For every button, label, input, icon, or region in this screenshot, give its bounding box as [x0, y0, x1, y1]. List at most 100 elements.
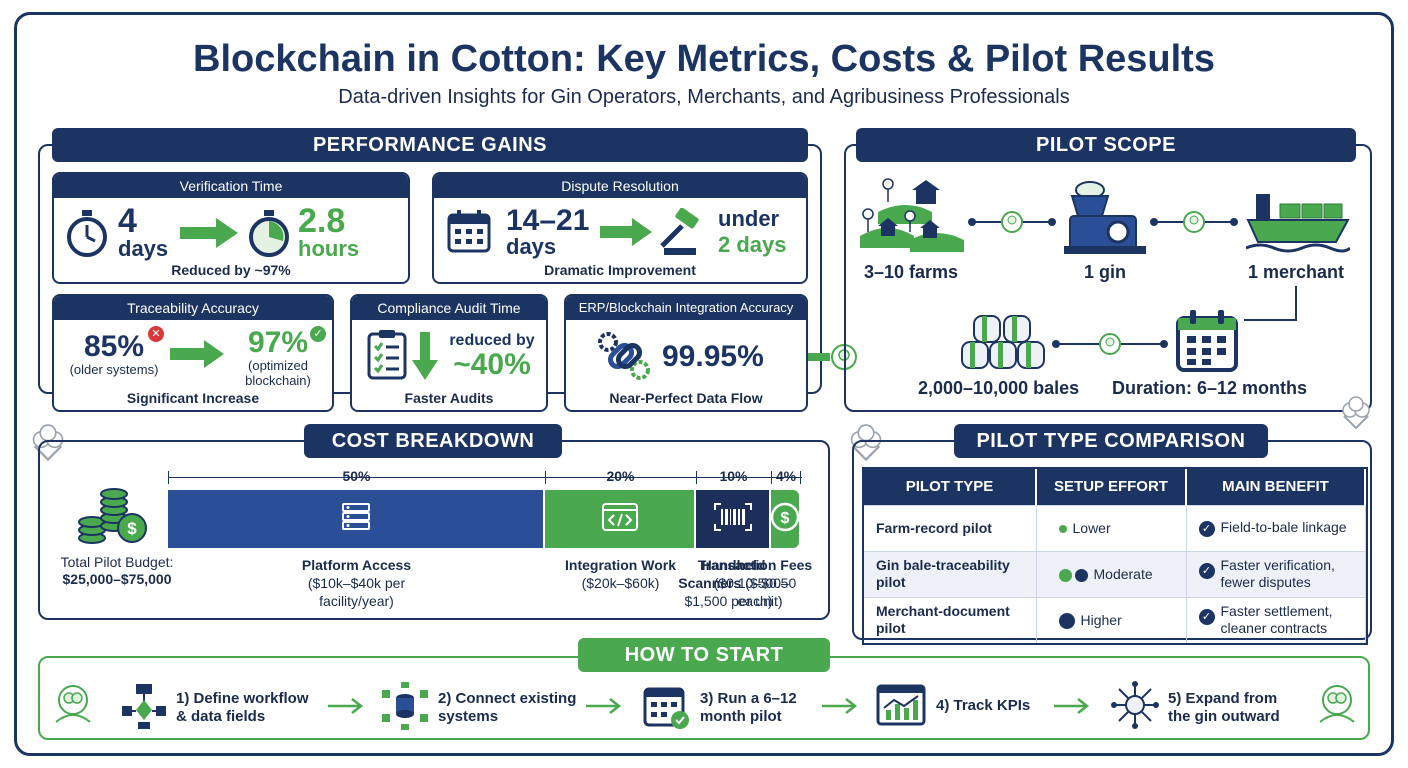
effort-label: Moderate [1093, 566, 1153, 582]
chart-icon [876, 684, 926, 726]
svg-text:$: $ [127, 519, 137, 538]
verification-after-value: 2.8 [298, 202, 346, 240]
cotton-bales-icon [961, 315, 1045, 369]
step-3: 3) Run a 6–12 month pilot [700, 690, 797, 725]
traceability-title: Traceability Accuracy [54, 296, 332, 320]
erp-caption: Near-Perfect Data Flow [609, 390, 763, 406]
col-header-setup-effort: SETUP EFFORT [1036, 469, 1187, 505]
cost-segment: $ [769, 490, 801, 548]
cost-segment-detail: ($10k–$40k per facility/year) [307, 575, 406, 609]
compliance-title: Compliance Audit Time [352, 296, 546, 320]
pilot-type-cell: Farm-record pilot [864, 504, 1037, 551]
dollar-coin-icon: $ [769, 501, 801, 538]
arrow-right-icon [170, 340, 224, 368]
stopwatch-icon [249, 210, 289, 257]
setup-effort-cell: Higher [1036, 596, 1187, 643]
arrow-right-icon [600, 218, 652, 246]
compliance-line1: reduced by [449, 332, 535, 349]
cost-segment-label: Platform Access ($10k–$40k per facility/y… [168, 556, 545, 610]
arrow-right-icon [180, 218, 238, 248]
server-icon [339, 502, 373, 537]
farms-icon [860, 178, 964, 252]
check-mark-icon: ✓ [1198, 609, 1215, 626]
infographic-frame [14, 12, 1394, 756]
effort-dot [1074, 568, 1088, 582]
traceability-after-value: 97% [247, 326, 309, 359]
cost-segment-name: Handheld Scanners ($500–$1,500 per unit) [678, 557, 789, 609]
cost-segment [168, 490, 543, 548]
verification-before-unit: days [118, 236, 169, 261]
scope-merchant: 1 merchant [1248, 262, 1345, 282]
scope-connector-merchant-duration [1244, 286, 1297, 321]
barcode-icon [713, 502, 753, 537]
performance-heading: PERFORMANCE GAINS [52, 128, 808, 162]
cotton-boll-icon [1342, 396, 1370, 430]
cost-segment-label: Transaction Fees ($0.10–$0.50 each) [695, 556, 815, 610]
cost-segment [696, 490, 769, 548]
verification-before-value: 4 [118, 202, 137, 240]
verification-caption: Reduced by ~97% [171, 262, 291, 278]
cost-segment-detail: ($20k–$60k) [581, 575, 660, 591]
col-header-main-benefit: MAIN BENEFIT [1186, 469, 1366, 505]
benefit-label: Faster settlement, cleaner contracts [1220, 603, 1333, 637]
dispute-after-line1: under [718, 206, 780, 231]
effort-label: Lower [1072, 520, 1111, 536]
table-row: Merchant-document pilot Higher ✓ Faster s… [864, 596, 1366, 643]
effort-dot [1058, 612, 1075, 629]
table-row: Gin bale-traceability pilot Moderate ✓ Fa… [864, 550, 1366, 597]
dispute-before-unit: days [506, 234, 557, 259]
dispute-caption: Dramatic Improvement [544, 262, 696, 278]
pilot-type-cell: Merchant-document pilot [864, 596, 1037, 643]
erp-card: ERP/Blockchain Integration Accuracy 99.9… [564, 294, 808, 412]
cost-scale-line [168, 477, 802, 478]
effort-label: Higher [1080, 611, 1122, 628]
traceability-before-note: (older systems) [69, 362, 159, 377]
scope-gin: 1 gin [1084, 262, 1127, 282]
arrow-right-icon [822, 698, 858, 714]
scope-connector-gin-merchant [1150, 211, 1238, 233]
comparison-table: PILOT TYPE SETUP EFFORT MAIN BENEFIT Far… [864, 469, 1366, 643]
gear-link-icon [598, 332, 650, 380]
cost-scale-tick [545, 471, 546, 484]
cost-scale-tick [800, 471, 801, 484]
gavel-icon [660, 208, 699, 255]
calendar-run-icon [643, 687, 689, 729]
cost-segment [545, 490, 694, 548]
arrow-right-icon [586, 698, 622, 714]
cost-heading: COST BREAKDOWN [304, 424, 562, 458]
coin-stack-icon: $ [78, 488, 147, 544]
setup-effort-cell: Lower [1036, 504, 1187, 551]
effort-dot [1058, 568, 1072, 582]
network-expand-icon [1111, 681, 1159, 729]
cotton-plant-icon [1319, 685, 1355, 723]
cost-scale-tick [696, 471, 697, 484]
cost-scale-tick [771, 471, 772, 484]
calendar-icon [1176, 310, 1238, 372]
traceability-caption: Significant Increase [126, 390, 260, 406]
arrow-down-icon [412, 332, 438, 380]
cost-percent-label: 20% [606, 468, 635, 484]
compliance-caption: Faster Audits [404, 390, 494, 406]
cost-percent-label: 50% [342, 468, 371, 484]
svg-text:$: $ [781, 510, 790, 527]
table-row: Farm-record pilot Lower ✓ Field-to-bale l… [864, 504, 1366, 551]
budget-value: $25,000–$75,000 [62, 571, 172, 587]
compliance-line2: ~40% [453, 348, 531, 381]
step-1: 1) Define workflow & data fields [176, 690, 309, 725]
scope-farms: 3–10 farms [864, 262, 959, 282]
clipboard-checklist-icon [367, 330, 407, 380]
cost-percent-label: 4% [775, 468, 797, 484]
dispute-before-value: 14–21 [506, 204, 590, 237]
scope-duration: Duration: 6–12 months [1112, 378, 1308, 398]
scope-connector-farms-gin [968, 211, 1056, 233]
cotton-plant-icon [55, 685, 91, 723]
scope-bales: 2,000–10,000 bales [918, 378, 1080, 398]
database-connect-icon [382, 682, 428, 730]
cost-segment-label: Integration Work ($20k–$60k) [545, 556, 696, 592]
cost-scale-tick [168, 471, 169, 484]
col-header-pilot-type: PILOT TYPE [864, 469, 1037, 505]
cost-segment-name: Platform Access [301, 557, 412, 573]
benefit-label: Faster verification, fewer disputes [1220, 557, 1335, 590]
verification-after-unit: hours [298, 236, 360, 261]
scope-connector-duration-bales [1052, 333, 1168, 355]
